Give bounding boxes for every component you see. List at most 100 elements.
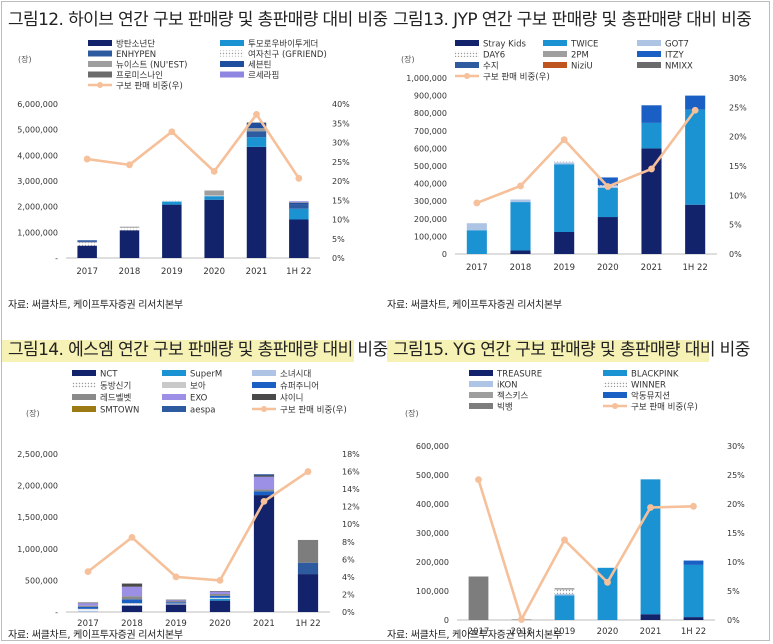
- share-point: [604, 578, 611, 586]
- bar-segment: [253, 489, 275, 492]
- bar-segment: [165, 602, 187, 604]
- bar-segment: [119, 230, 140, 258]
- legend-label: 프로미스나인: [116, 70, 163, 81]
- legend-swatch: [72, 370, 96, 376]
- bar-segment: [77, 240, 97, 242]
- y2-tick-label: 20%: [729, 133, 747, 142]
- legend-item: GOT7: [637, 40, 689, 50]
- y2-tick-label: 10%: [342, 520, 360, 529]
- legend-swatch: [162, 370, 186, 376]
- x-tick-label: 2017: [466, 263, 488, 273]
- legend-item: 빅뱅: [469, 402, 513, 413]
- y-tick-label: 0: [442, 250, 447, 259]
- share-point: [168, 128, 176, 136]
- unit-label: (장): [26, 408, 40, 418]
- source-note: 자료: 써클차트, 케이프투자증권 리서치본부: [8, 630, 183, 641]
- legend-label: GOT7: [665, 40, 689, 50]
- legend-item: 뉴이스트 (NU'EST): [88, 60, 188, 71]
- y-tick-label: 1,000,000: [17, 228, 58, 237]
- panel-title-text: 그림14. 에스엠 연간 구보 판매량 및 총판매량 대비 비중: [8, 339, 388, 360]
- bar-segment: [77, 245, 97, 258]
- bar-segment: [510, 199, 531, 203]
- legend-swatch: [637, 51, 661, 57]
- bar-segment: [246, 131, 267, 138]
- bar-segment: [121, 603, 143, 606]
- share-point: [210, 167, 218, 175]
- legend-item: aespa: [162, 406, 215, 416]
- bar-segment: [246, 122, 267, 123]
- bar-segment: [204, 199, 224, 258]
- y-tick-label: 400,000: [416, 500, 449, 509]
- x-tick-label: 2018: [511, 627, 533, 634]
- y2-tick-label: 0%: [342, 608, 355, 617]
- unit-label: (장): [18, 54, 32, 64]
- legend-label: 여자친구 (GFRIEND): [248, 49, 327, 60]
- bar-segment: [554, 162, 575, 165]
- bar-segment: [597, 567, 618, 620]
- bar-segment: [162, 200, 182, 202]
- bar-segment: [77, 610, 99, 612]
- bar-segment: [77, 242, 97, 246]
- y-tick-label: 300,000: [414, 197, 447, 206]
- y2-tick-label: 25%: [729, 103, 747, 112]
- legend-item: SMTOWN: [72, 406, 139, 416]
- bar-segment: [209, 591, 231, 594]
- legend-swatch: [603, 392, 627, 398]
- chart-panel-yg: 그림15. YG 연간 구보 판매량 및 총판매량 대비 비중 TREASURE…: [385, 330, 770, 644]
- bar-segment: [246, 122, 267, 129]
- title-highlight: [2, 340, 354, 362]
- bar-segment: [121, 583, 143, 587]
- y2-tick-label: 16%: [342, 468, 360, 477]
- bar-segment: [209, 598, 231, 599]
- share-point: [561, 536, 568, 544]
- legend-label: 소녀시대: [280, 370, 311, 380]
- bar-segment: [289, 202, 309, 205]
- legend-item: 동방신기: [72, 381, 131, 392]
- legend-item: 프로미스나인: [88, 70, 163, 81]
- share-point: [647, 504, 654, 511]
- legend-label: 방탄소년단: [116, 39, 155, 50]
- bar-segment: [165, 603, 187, 604]
- legend-label: ITZY: [665, 51, 685, 61]
- bar-segment: [468, 576, 489, 620]
- legend-swatch: [455, 51, 479, 57]
- y-tick-label: 0: [444, 616, 449, 625]
- legend-label: 구보 판매 비중(우): [631, 403, 698, 413]
- legend-label: 보아: [190, 381, 206, 392]
- share-point: [128, 533, 136, 541]
- bar-segment: [246, 146, 267, 258]
- chart-panel-jyp: 그림13. JYP 연간 구보 판매량 및 총판매량 대비 비중 Stray K…: [385, 0, 770, 318]
- legend-label: 악동뮤지션: [631, 391, 670, 402]
- y-tick-label: 1,000,000: [406, 74, 447, 83]
- legend-swatch: [469, 381, 493, 387]
- legend-label: 구보 판매 비중(우): [483, 73, 550, 83]
- bar-segment: [77, 602, 99, 604]
- panel-title-text: 그림15. YG 연간 구보 판매량 및 총판매량 대비 비중: [393, 339, 750, 360]
- y2-tick-label: 5%: [727, 587, 740, 596]
- y-axis: 0 100,000 200,000 300,000 400,000 500,000 600,…: [406, 74, 447, 259]
- legend-label: BLACKPINK: [631, 370, 679, 380]
- bar-segment: [204, 190, 224, 196]
- share-point: [691, 106, 699, 114]
- share-point: [473, 199, 481, 207]
- legend-label: aespa: [190, 406, 215, 416]
- legend-label: 르세라핌: [248, 70, 279, 81]
- share-line: [476, 109, 697, 205]
- x-tick-label: 2021: [253, 619, 275, 629]
- legend-swatch: [603, 370, 627, 376]
- panel-title: 그림13. JYP 연간 구보 판매량 및 총판매량 대비 비중: [385, 0, 759, 34]
- legend-swatch: [220, 61, 244, 67]
- x-tick-label: 2021: [640, 627, 662, 634]
- legend-swatch: [162, 382, 186, 388]
- bar-segment: [640, 479, 661, 615]
- panel-title: 그림14. 에스엠 연간 구보 판매량 및 총판매량 대비 비중: [0, 330, 396, 364]
- x-tick-label: 2019: [161, 267, 183, 277]
- y2-tick-label: 15%: [729, 162, 747, 171]
- y2-tick-label: 30%: [729, 74, 747, 83]
- share-point: [172, 573, 180, 581]
- share-point: [295, 174, 303, 182]
- bar-segment: [121, 603, 143, 604]
- bar-segment: [165, 603, 187, 605]
